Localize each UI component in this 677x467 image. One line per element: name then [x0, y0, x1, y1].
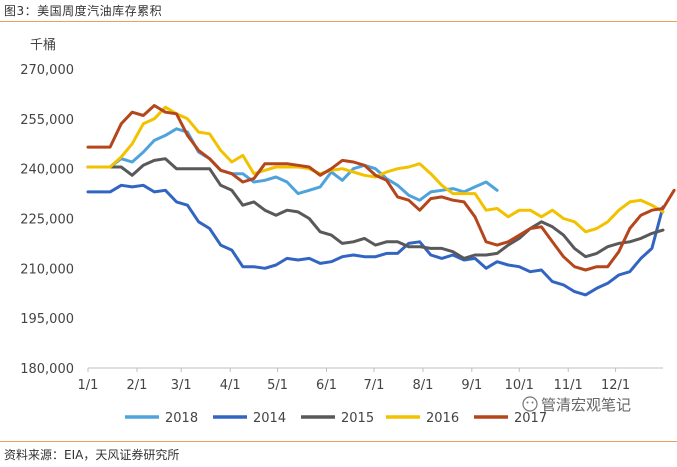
y-tick-label: 195,000 — [20, 312, 74, 327]
series-line-2017 — [86, 104, 676, 272]
x-tick-label: 5/1 — [267, 378, 288, 393]
y-tick-label: 255,000 — [20, 113, 74, 128]
series-line-2018 — [86, 127, 499, 202]
y-tick-label: 270,000 — [20, 63, 74, 78]
legend-label-2015: 2015 — [341, 411, 374, 426]
legend: 2018 2014 2015 2016 2017 — [125, 411, 547, 426]
series-line-2016 — [86, 105, 665, 234]
caption-divider — [0, 21, 677, 22]
source-note: 资料来源：EIA，天风证券研究所 — [4, 448, 180, 462]
x-tick-label: 8/1 — [412, 378, 433, 393]
wechat-icon-eye-right — [531, 401, 534, 404]
x-tick-label: 12/1 — [601, 378, 630, 393]
gasoline-inventory-chart: 千桶 180,000 195,000 210,000 225,000 240,000 25… — [20, 38, 676, 426]
legend-label-2018: 2018 — [165, 411, 198, 426]
y-tick-label: 210,000 — [20, 262, 74, 277]
x-tick-label: 3/1 — [171, 378, 192, 393]
x-tick-label: 10/1 — [505, 378, 534, 393]
x-tick-label: 7/1 — [363, 378, 384, 393]
legend-label-2016: 2016 — [426, 411, 459, 426]
figure-caption: 图3：美国周度汽油库存累积 — [4, 4, 163, 18]
y-tick-label: 240,000 — [20, 163, 74, 178]
watermark: 管清宏观笔记 — [522, 396, 631, 414]
legend-label-2017: 2017 — [514, 411, 547, 426]
wechat-icon — [522, 396, 538, 412]
series-lines — [86, 104, 676, 297]
watermark-text: 管清宏观笔记 — [541, 396, 631, 414]
unit-label: 千桶 — [30, 38, 56, 53]
x-tick-label: 2/1 — [127, 378, 148, 393]
x-axis-ticks: 1/1 2/1 3/1 4/1 5/1 6/1 7/1 8/1 9/1 10/1 11/1 12/1 — [78, 368, 630, 393]
series-line-2015 — [86, 157, 665, 260]
x-tick-label: 1/1 — [78, 378, 99, 393]
wechat-icon-eye-left — [526, 401, 529, 404]
y-tick-label: 225,000 — [20, 213, 74, 228]
series-line-2014 — [86, 183, 665, 297]
source-divider — [0, 441, 677, 442]
legend-label-2014: 2014 — [253, 411, 286, 426]
y-axis-ticks: 180,000 195,000 210,000 225,000 240,000 255,0… — [20, 63, 74, 377]
x-tick-label: 6/1 — [316, 378, 337, 393]
x-tick-label: 4/1 — [220, 378, 241, 393]
y-tick-label: 180,000 — [20, 362, 74, 377]
x-tick-label: 11/1 — [554, 378, 583, 393]
x-tick-label: 9/1 — [461, 378, 482, 393]
